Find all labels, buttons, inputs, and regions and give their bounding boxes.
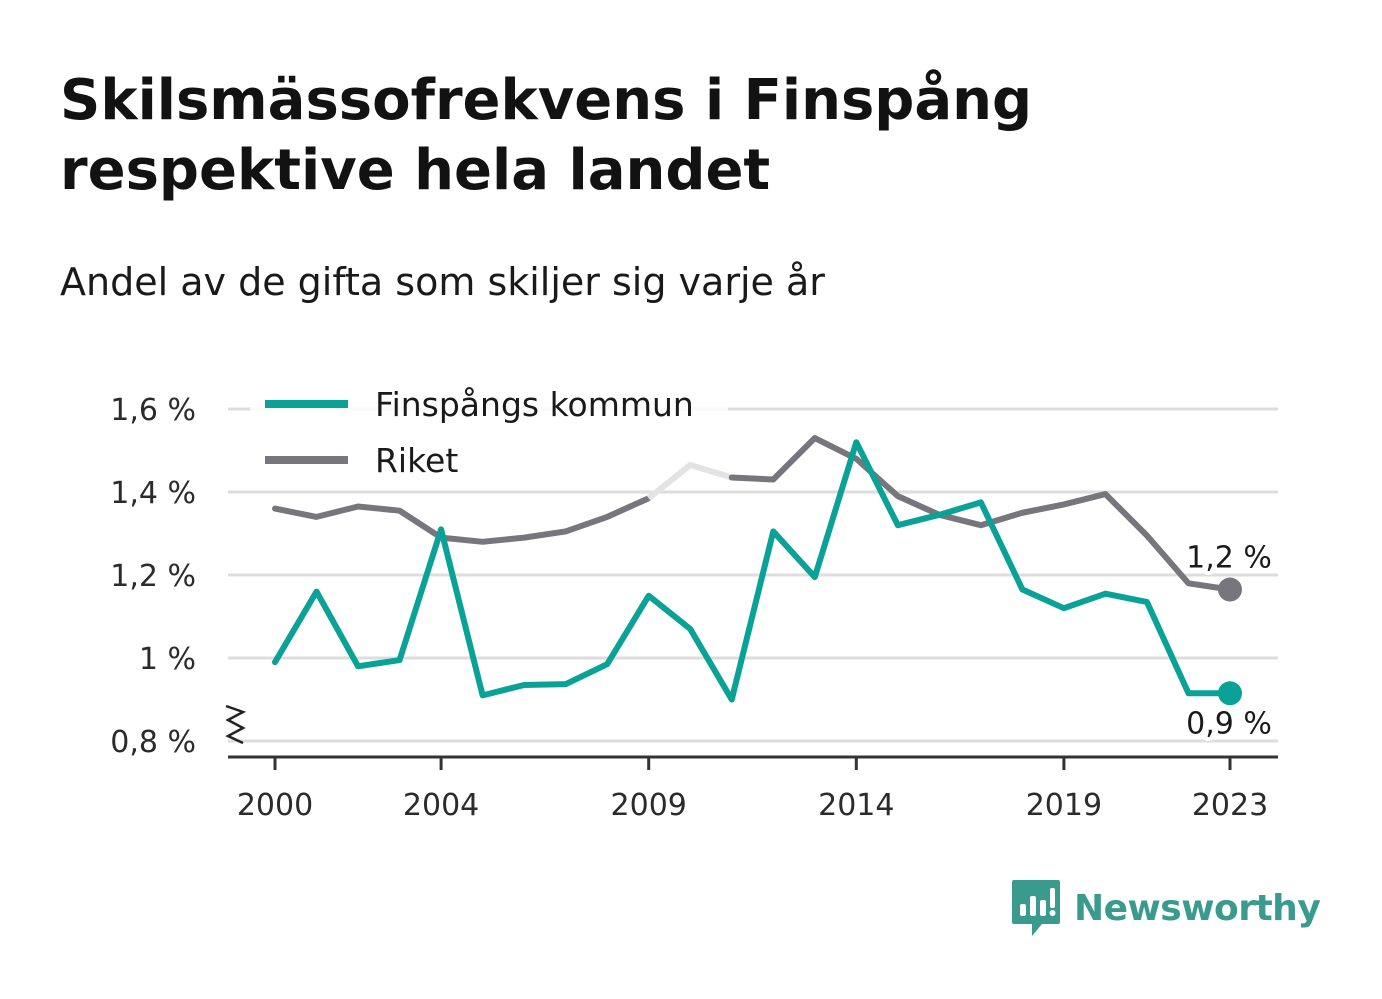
legend-label: Riket — [375, 441, 458, 480]
y-tick-label: 1,2 % — [110, 559, 196, 594]
legend-background — [250, 372, 728, 490]
series-line-finspang — [272, 439, 1233, 703]
end-label-riket: 1,2 % — [1186, 541, 1272, 576]
x-tick-label: 2000 — [237, 788, 313, 823]
end-labels: 1,2 % 0,9 % — [1182, 537, 1276, 746]
x-tick-label: 2019 — [1026, 788, 1102, 823]
series-lines — [272, 435, 1242, 706]
brand: Newsworthy — [1010, 878, 1321, 938]
y-tick-label: 1,4 % — [110, 476, 196, 511]
x-tick-label: 2009 — [611, 788, 687, 823]
x-tick-label: 2014 — [818, 788, 894, 823]
y-axis: 0,8 % 1 % 1,2 % 1,4 % 1,6 % — [110, 393, 247, 760]
series-line-riket-faded — [646, 462, 733, 501]
series-line-riket — [728, 435, 1233, 593]
y-tick-label: 1 % — [139, 642, 196, 677]
end-label-finspang: 0,9 % — [1186, 706, 1272, 741]
newsworthy-logo-icon — [1012, 880, 1060, 936]
axis-break-icon — [225, 704, 247, 745]
x-tick-label: 2004 — [403, 788, 479, 823]
y-tick-label: 1,6 % — [110, 393, 196, 428]
chart-subtitle: Andel av de gifta som skiljer sig varje … — [60, 260, 825, 304]
y-tick-label: 0,8 % — [110, 725, 196, 760]
brand-name: Newsworthy — [1074, 887, 1321, 929]
x-tick-label: 2023 — [1192, 788, 1268, 823]
end-point-finspang — [1218, 681, 1242, 706]
end-point-riket — [1218, 577, 1242, 602]
x-axis: 2000 2004 2009 2014 2019 2023 — [228, 755, 1278, 823]
legend: Finspångs kommun Riket — [250, 372, 728, 490]
legend-label: Finspångs kommun — [375, 385, 694, 424]
chart-title: Skilsmässofrekvens i Finspång respektive… — [60, 68, 1033, 203]
series-line-riket — [272, 495, 652, 545]
